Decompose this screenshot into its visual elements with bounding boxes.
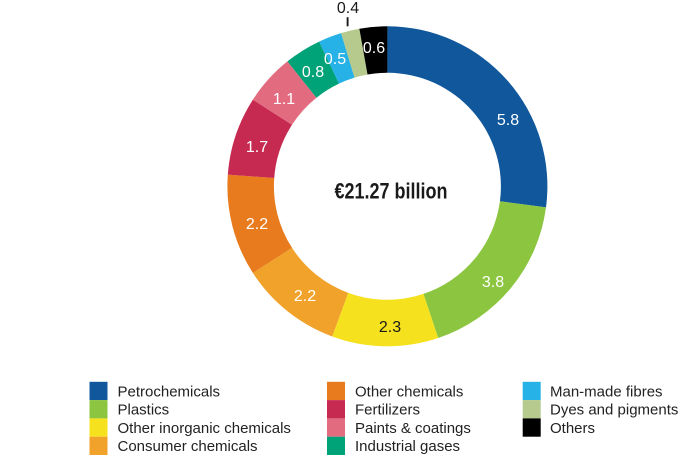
svg-text:Petrochemicals: Petrochemicals: [118, 383, 221, 400]
svg-text:5.8: 5.8: [497, 112, 519, 129]
svg-text:0.4: 0.4: [337, 0, 359, 17]
svg-text:Plastics: Plastics: [118, 402, 170, 419]
svg-text:0.6: 0.6: [363, 40, 385, 57]
svg-text:Others: Others: [550, 420, 595, 437]
svg-text:Fertilizers: Fertilizers: [355, 402, 420, 419]
svg-text:2.3: 2.3: [379, 319, 401, 336]
svg-text:Paints & coatings: Paints & coatings: [355, 420, 471, 437]
svg-text:1.1: 1.1: [273, 91, 295, 108]
svg-text:Dyes and pigments: Dyes and pigments: [550, 402, 678, 419]
svg-text:3.8: 3.8: [482, 274, 504, 291]
svg-text:Industrial gases: Industrial gases: [355, 438, 460, 455]
svg-text:1.7: 1.7: [246, 139, 268, 156]
svg-text:€21.27 billion: €21.27 billion: [335, 179, 448, 204]
svg-text:Consumer chemicals: Consumer chemicals: [118, 438, 258, 455]
svg-text:Man-made fibres: Man-made fibres: [550, 383, 663, 400]
svg-text:Other chemicals: Other chemicals: [355, 383, 463, 400]
svg-text:2.2: 2.2: [246, 216, 268, 233]
svg-text:Other inorganic chemicals: Other inorganic chemicals: [118, 420, 291, 437]
svg-text:2.2: 2.2: [294, 288, 316, 305]
svg-text:0.5: 0.5: [324, 51, 346, 68]
svg-text:0.8: 0.8: [302, 64, 324, 81]
